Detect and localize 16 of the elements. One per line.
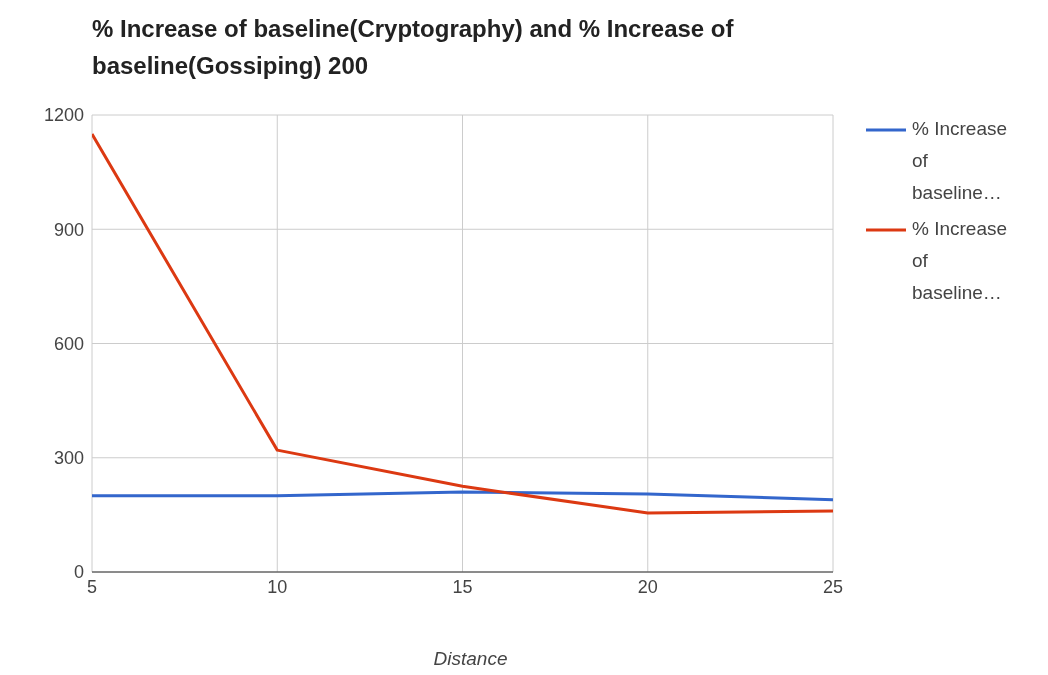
chart-title: % Increase of baseline(Cryptography) and % Increase of baseline(Gossiping) 200: [92, 14, 735, 81]
y-tick-label: 0: [73, 562, 84, 583]
x-tick-label: 5: [86, 576, 98, 597]
x-tick-label: 15: [452, 576, 473, 597]
y-tick-label: 900: [53, 219, 84, 240]
x-axis-title: Distance: [432, 648, 509, 670]
y-tick-label: 1200: [43, 105, 84, 126]
legend-label: % Increase of baseline…: [912, 117, 1009, 205]
line-series: [92, 132, 833, 515]
x-tick-label: 10: [267, 576, 288, 597]
y-tick-label: 600: [53, 333, 84, 354]
x-tick-label: 25: [822, 576, 844, 597]
x-tick-label: 20: [637, 576, 658, 597]
line-series: [92, 490, 833, 502]
y-tick-label: 300: [53, 448, 84, 469]
legend-label: % Increase of baseline…: [912, 217, 1009, 305]
